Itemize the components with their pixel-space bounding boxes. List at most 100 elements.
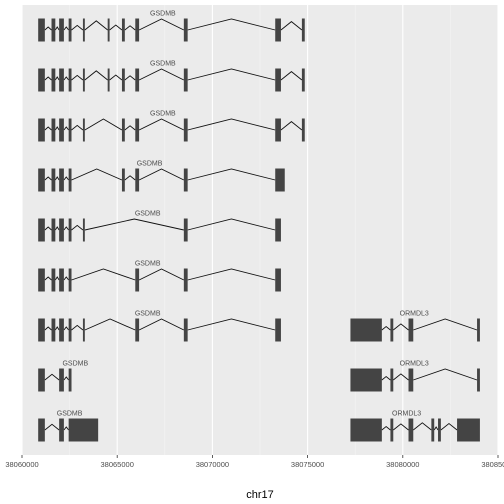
exon-block xyxy=(135,168,140,192)
intron-line xyxy=(138,318,185,331)
exon-block xyxy=(408,368,414,392)
exon-block xyxy=(59,418,64,442)
exon-block xyxy=(301,68,305,92)
gene-label: ORMDL3 xyxy=(392,411,421,418)
exon-block xyxy=(51,18,56,42)
exon-block xyxy=(477,368,480,392)
track-row: GSDMB ORMDL3 xyxy=(38,311,480,342)
exon-block xyxy=(68,318,72,342)
exon-block xyxy=(68,18,72,42)
intron-line xyxy=(44,126,52,131)
intron-line xyxy=(54,226,60,231)
exon-block xyxy=(68,218,72,242)
intron-line xyxy=(63,326,70,331)
exon-block xyxy=(183,218,188,242)
grid-lines xyxy=(21,5,499,455)
exon-block xyxy=(390,368,394,392)
exon-block xyxy=(275,318,281,342)
intron-line xyxy=(44,26,52,31)
intron-line xyxy=(44,373,60,381)
intron-line xyxy=(381,425,391,431)
exon-block xyxy=(438,418,441,442)
x-tick-label: 38065000 xyxy=(101,460,134,469)
intron-line xyxy=(44,226,52,231)
exon-block xyxy=(301,118,305,142)
gene-label: GSDMB xyxy=(135,211,161,218)
intron-line xyxy=(412,422,432,431)
intron-line xyxy=(63,376,70,381)
track-row: GSDMB xyxy=(38,61,305,92)
intron-line xyxy=(54,26,60,31)
intron-line xyxy=(63,426,70,431)
intron-line xyxy=(71,24,84,31)
intron-line xyxy=(63,76,70,81)
exon-block xyxy=(38,318,45,342)
intron-line xyxy=(71,324,84,331)
intron-line xyxy=(187,118,276,131)
exon-block xyxy=(82,68,85,92)
exon-block xyxy=(82,318,85,342)
intron-line xyxy=(392,323,409,331)
gene-model: GSDMB xyxy=(38,161,285,192)
intron-line xyxy=(280,71,303,81)
gene-model: GSDMB xyxy=(38,211,281,242)
intron-line xyxy=(381,375,391,381)
exon-block xyxy=(135,18,140,42)
x-axis: 38060000 38065000 38070000 38075000 38080000… xyxy=(5,455,504,469)
gene-label: GSDMB xyxy=(135,311,161,318)
intron-line xyxy=(138,118,185,131)
gene-label: GSDMB xyxy=(57,411,83,418)
intron-line xyxy=(187,168,276,181)
intron-line xyxy=(71,224,84,231)
intron-line xyxy=(54,276,60,281)
track-row: GSDMB ORMDL3 xyxy=(38,411,480,442)
exon-block xyxy=(82,18,85,42)
exon-block xyxy=(51,168,56,192)
exon-block xyxy=(121,18,125,42)
exon-block xyxy=(350,318,382,342)
exon-block xyxy=(38,168,45,192)
intron-line xyxy=(413,318,478,331)
exon-block xyxy=(408,318,414,342)
exon-block xyxy=(38,418,45,442)
intron-line xyxy=(124,125,136,131)
intron-line xyxy=(63,176,70,181)
intron-line xyxy=(138,18,185,31)
gene-model: ORMDL3 xyxy=(350,361,480,392)
intron-line xyxy=(84,70,108,81)
exon-block xyxy=(275,268,281,292)
exon-block xyxy=(275,18,281,42)
gene-model: GSDMB xyxy=(38,11,305,42)
exon-block xyxy=(68,368,72,392)
gene-label: ORMDL3 xyxy=(400,361,429,368)
track-row: GSDMB xyxy=(38,211,281,242)
exon-block xyxy=(51,318,56,342)
intron-line xyxy=(54,126,60,131)
gene-label: GSDMB xyxy=(62,361,88,368)
exon-block xyxy=(457,418,480,442)
track-row: GSDMB xyxy=(38,111,305,142)
gene-label: ORMDL3 xyxy=(400,311,429,318)
gene-model: ORMDL3 xyxy=(350,411,480,442)
intron-line xyxy=(44,423,60,431)
exon-block xyxy=(38,368,45,392)
exon-block xyxy=(59,268,64,292)
intron-line xyxy=(54,326,60,331)
gene-model: GSDMB xyxy=(38,261,281,292)
intron-line xyxy=(71,74,84,81)
track-row: GSDMB ORMDL3 xyxy=(38,361,480,392)
exon-block xyxy=(59,68,64,92)
gene-model: ORMDL3 xyxy=(350,311,480,342)
gene-model: GSDMB xyxy=(38,311,281,342)
exon-block xyxy=(121,168,125,192)
track-row: GSDMB xyxy=(38,261,281,292)
exon-block xyxy=(82,118,85,142)
x-tick-label: 38080000 xyxy=(386,460,419,469)
intron-line xyxy=(63,276,70,281)
exon-block xyxy=(59,218,64,242)
exon-block xyxy=(38,118,45,142)
exon-block xyxy=(350,418,382,442)
exon-block xyxy=(183,168,188,192)
x-tick-label: 38085000 xyxy=(481,460,504,469)
intron-line xyxy=(54,76,60,81)
